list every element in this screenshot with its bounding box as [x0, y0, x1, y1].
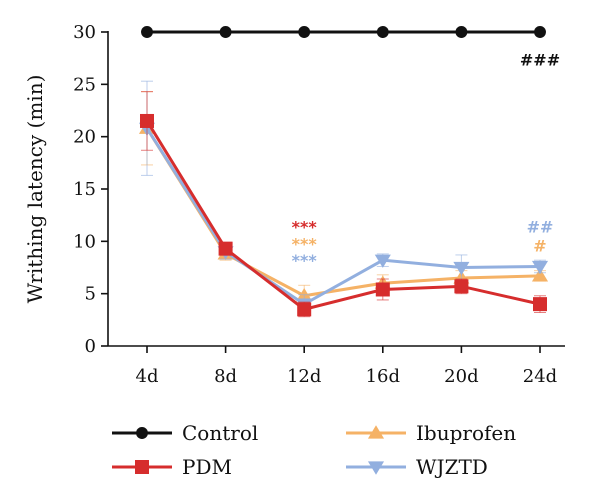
data-point	[376, 26, 389, 38]
data-point	[219, 26, 232, 38]
x-tick-label: 24d	[523, 366, 557, 387]
y-tick-label: 30	[73, 22, 96, 43]
series-line	[145, 127, 541, 298]
significance-mark: ##	[527, 218, 554, 237]
x-tick-label: 20d	[444, 366, 478, 387]
data-point	[455, 26, 468, 38]
data-point	[531, 260, 549, 275]
x-ticks: 4d 8d 12d 16d 20d 24d	[136, 346, 557, 387]
series-ibuprofen	[138, 91, 549, 307]
legend-label: Control	[182, 421, 258, 445]
data-point	[298, 26, 311, 38]
y-tick-label: 15	[73, 179, 96, 200]
series-line	[145, 120, 541, 311]
annotations: ###*********###	[292, 50, 560, 270]
legend-item-control: Control	[112, 421, 258, 445]
data-point	[374, 254, 391, 268]
legend-label: Ibuprofen	[416, 421, 516, 445]
data-point	[454, 279, 469, 294]
significance-mark: #	[533, 237, 546, 256]
series-layer	[138, 26, 549, 318]
significance-mark: ***	[292, 251, 318, 270]
legend-item-pdm: PDM	[112, 455, 232, 479]
significance-mark: ###	[520, 50, 560, 69]
legend-marker	[367, 461, 385, 475]
y-tick-label: 10	[73, 231, 96, 252]
data-point	[531, 268, 549, 282]
data-point	[297, 302, 312, 317]
legend-label: WJZTD	[416, 455, 488, 479]
significance-mark: ***	[292, 218, 318, 237]
significance-mark: ***	[292, 234, 318, 253]
legend-label: PDM	[182, 455, 232, 479]
legend-marker	[136, 427, 148, 439]
series-line	[145, 127, 541, 306]
x-tick-label: 8d	[214, 366, 237, 387]
y-tick-label: 0	[85, 336, 96, 357]
data-point	[375, 282, 390, 297]
legend-item-wjztd: WJZTD	[346, 455, 488, 479]
data-point	[141, 26, 153, 38]
x-tick-label: 16d	[366, 366, 400, 387]
y-tick-label: 25	[73, 74, 96, 95]
data-point	[140, 113, 154, 128]
axes: 0 5 10 15 20 25 30 4d 8d 12d 16d 20d 24d	[73, 22, 565, 387]
y-axis-title: Writhing latency (min)	[23, 75, 47, 304]
y-tick-label: 5	[85, 284, 96, 305]
x-tick-label: 4d	[136, 366, 159, 387]
data-point	[533, 297, 547, 312]
legend: Control Ibuprofen PDM WJZTD	[112, 421, 516, 479]
series-control	[141, 26, 546, 38]
data-point	[218, 241, 233, 256]
legend-marker	[135, 460, 149, 474]
y-tick-label: 20	[73, 127, 96, 148]
y-ticks: 0 5 10 15 20 25 30	[73, 22, 108, 357]
series-pdm	[140, 91, 547, 318]
data-point	[453, 261, 470, 276]
data-point	[534, 26, 546, 38]
legend-item-ibuprofen: Ibuprofen	[346, 421, 516, 445]
legend-marker	[367, 425, 385, 439]
x-tick-label: 12d	[287, 366, 321, 387]
